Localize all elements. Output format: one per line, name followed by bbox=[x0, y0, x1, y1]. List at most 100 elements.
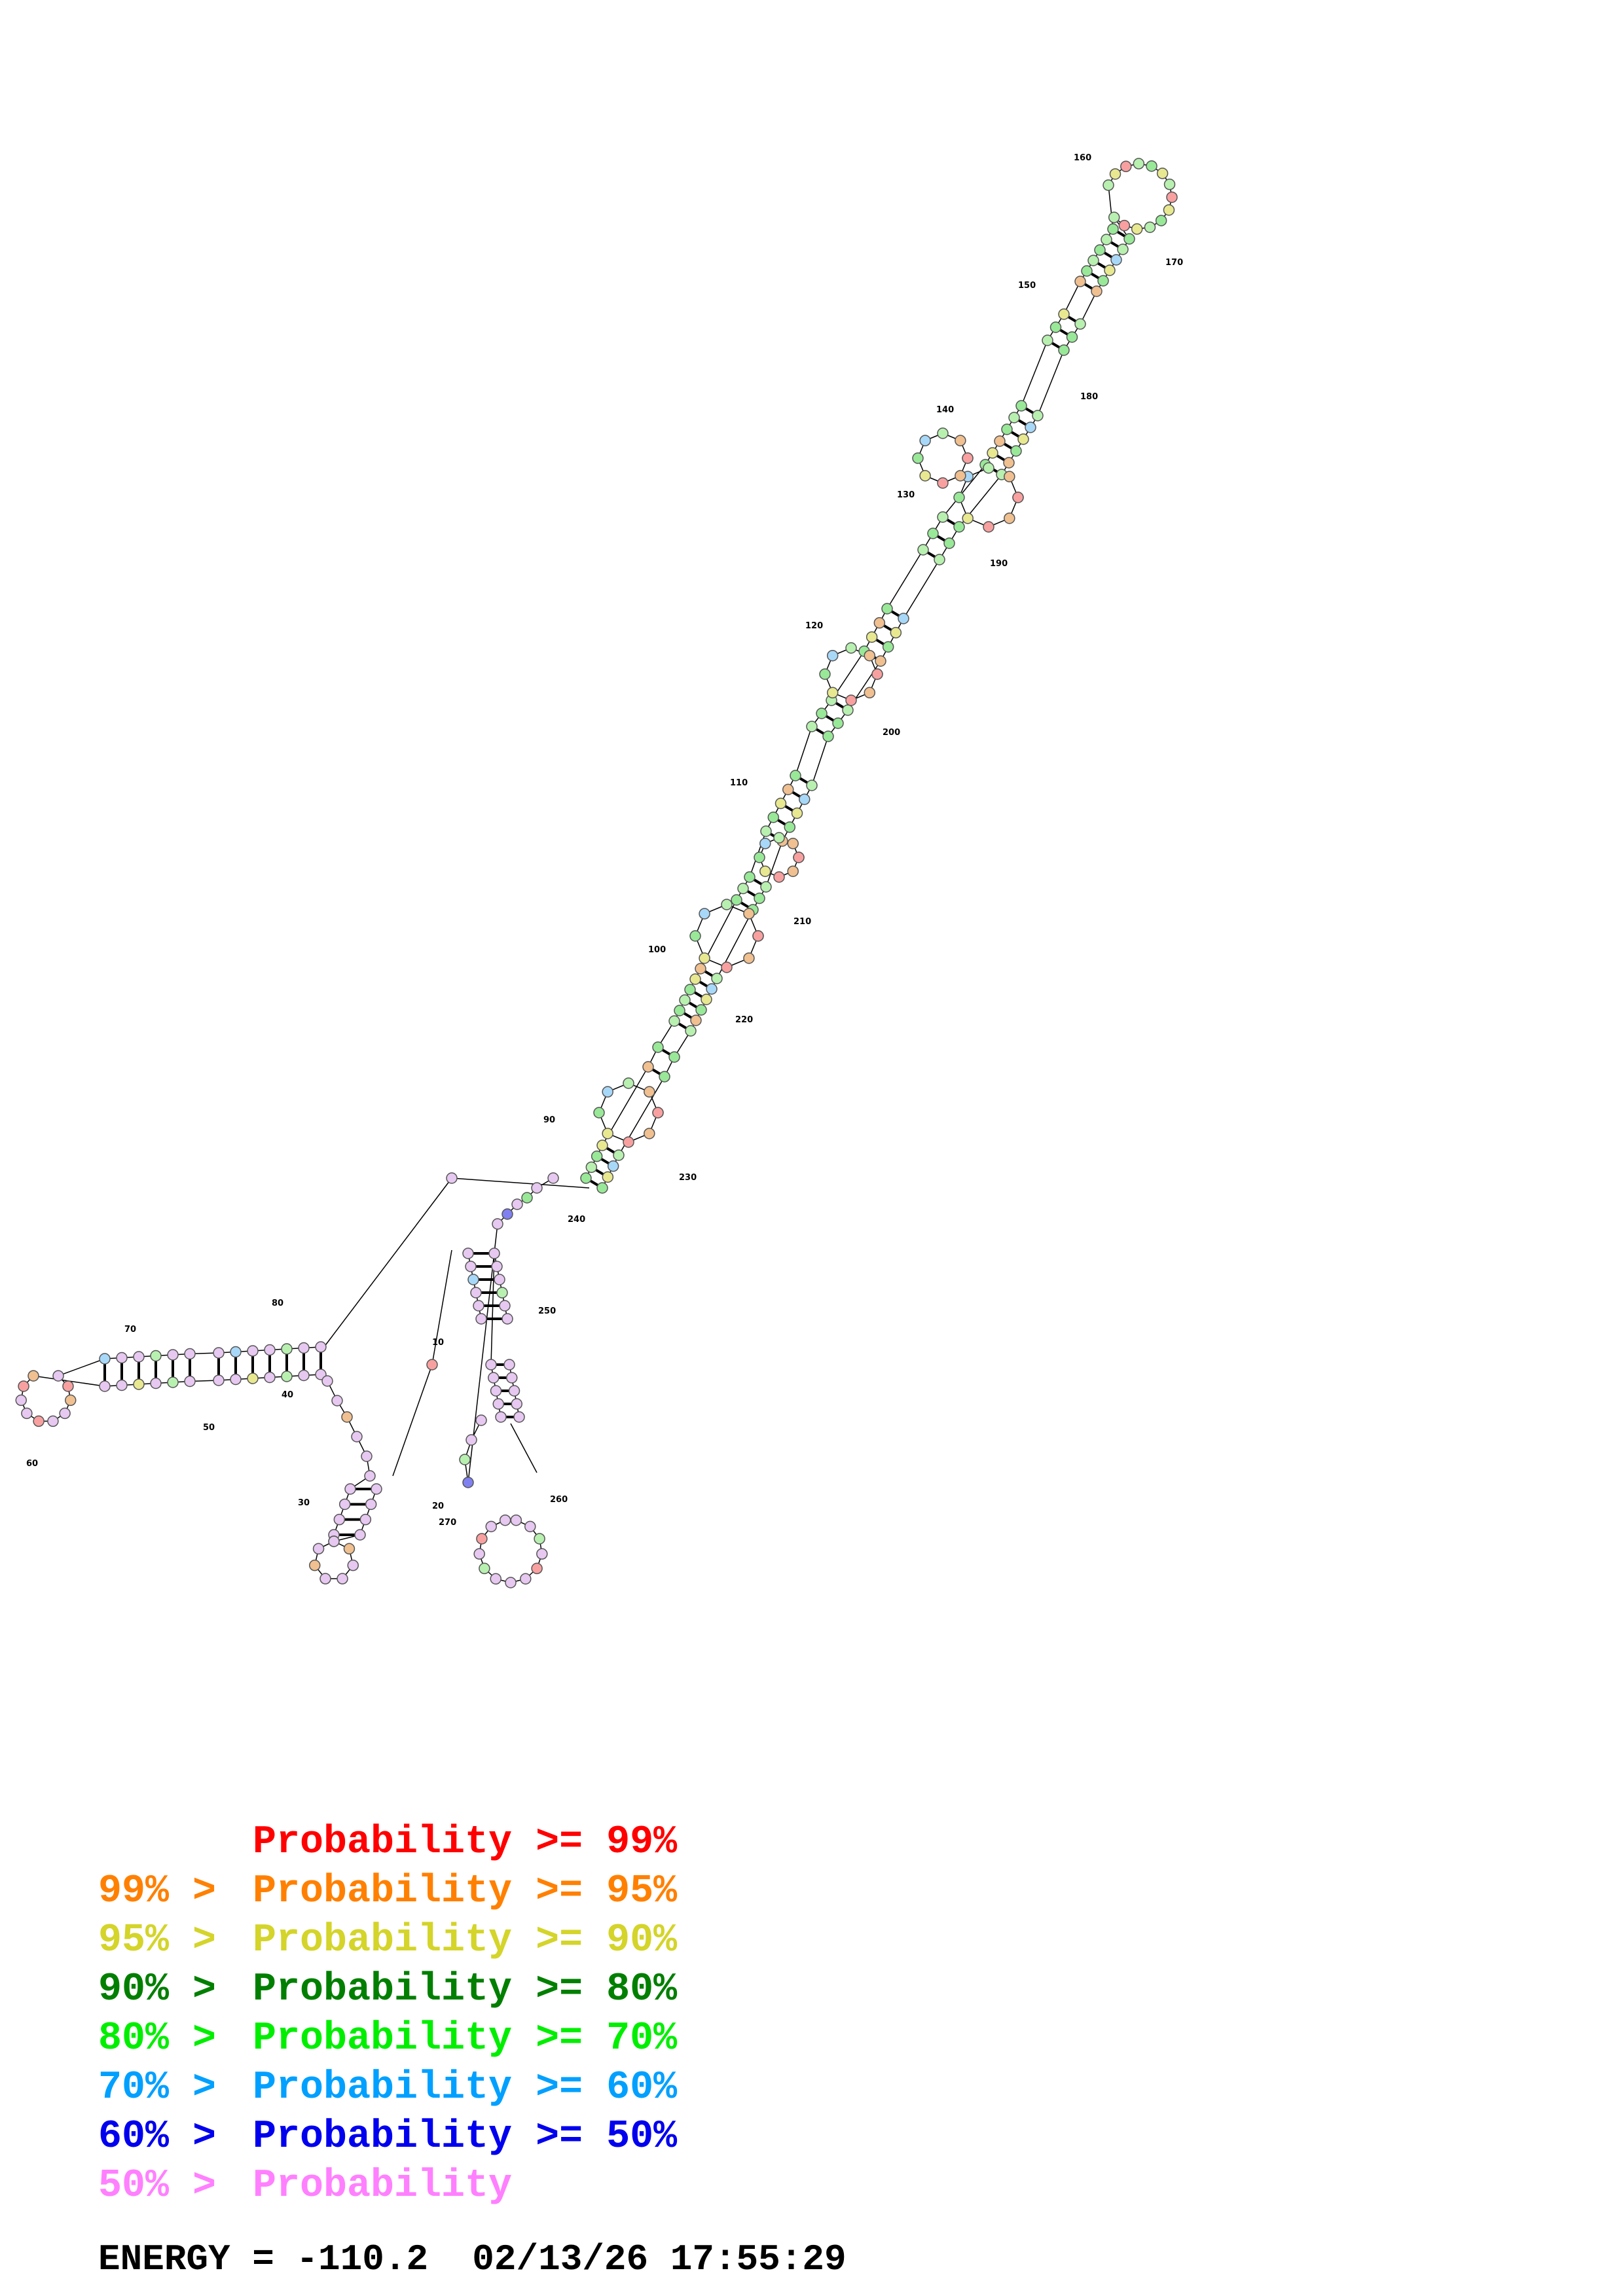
nucleotide bbox=[333, 1513, 346, 1526]
nucleotide bbox=[1017, 433, 1029, 445]
nucleotide bbox=[912, 452, 924, 464]
nucleotide bbox=[701, 994, 712, 1005]
nucleotide bbox=[446, 1172, 458, 1184]
nucleotide bbox=[706, 983, 718, 995]
position-labels: 10 20 30 40 50 60 70 80 90 100 110 120 130 140 150 160 1… bbox=[26, 153, 1183, 1528]
legend-row: 80% > Probability >= 70% bbox=[98, 2016, 818, 2062]
nucleotide bbox=[1032, 410, 1044, 422]
nucleotide bbox=[652, 1107, 664, 1119]
nucleotide bbox=[596, 1182, 608, 1194]
nucleotide bbox=[1049, 321, 1062, 333]
nucleotide bbox=[731, 894, 742, 906]
nucleotide bbox=[919, 435, 931, 446]
position-label: 90 bbox=[543, 1115, 555, 1125]
legend-row: 70% > Probability >= 60% bbox=[98, 2065, 818, 2111]
nucleotide bbox=[133, 1351, 145, 1363]
nucleotides bbox=[15, 158, 1178, 1588]
nucleotide bbox=[473, 1548, 485, 1560]
nucleotide bbox=[721, 961, 733, 973]
nucleotide bbox=[953, 521, 965, 533]
legend-row: Probability >= 99% bbox=[98, 1820, 818, 1865]
position-label: 10 bbox=[432, 1338, 444, 1348]
nucleotide bbox=[467, 1274, 479, 1285]
nucleotide bbox=[943, 537, 955, 549]
nucleotide bbox=[359, 1513, 372, 1526]
backbone-link bbox=[903, 559, 940, 619]
nucleotide bbox=[845, 642, 857, 654]
nucleotide bbox=[184, 1375, 196, 1388]
nucleotide bbox=[1109, 168, 1122, 180]
nucleotide bbox=[59, 1407, 71, 1420]
nucleotide bbox=[737, 882, 749, 895]
nucleotide bbox=[150, 1377, 162, 1390]
nucleotide bbox=[1120, 160, 1132, 173]
nucleotide bbox=[1133, 158, 1145, 170]
nucleotide bbox=[983, 462, 994, 474]
nucleotide bbox=[591, 1150, 603, 1162]
nucleotide bbox=[488, 1372, 500, 1384]
legend-text: Probability >= 70% bbox=[253, 2017, 678, 2061]
nucleotide bbox=[281, 1343, 293, 1355]
nucleotide bbox=[501, 1208, 513, 1220]
backbone-link bbox=[1037, 350, 1065, 416]
nucleotide bbox=[150, 1350, 162, 1362]
position-label: 160 bbox=[1074, 153, 1091, 163]
nucleotide bbox=[1025, 422, 1036, 433]
legend-row: 50% > Probability bbox=[98, 2163, 818, 2209]
nucleotide bbox=[462, 1247, 474, 1259]
nucleotide bbox=[784, 821, 795, 833]
nucleotide bbox=[1163, 204, 1175, 216]
nucleotide bbox=[328, 1535, 340, 1547]
nucleotide bbox=[490, 1573, 501, 1585]
backbone-link bbox=[811, 736, 829, 786]
nucleotide bbox=[47, 1415, 59, 1427]
nucleotide bbox=[315, 1341, 327, 1353]
nucleotide bbox=[1091, 285, 1103, 297]
nucleotide bbox=[230, 1373, 242, 1386]
position-label: 220 bbox=[735, 1015, 753, 1025]
backbone-link bbox=[510, 1423, 538, 1473]
position-label: 20 bbox=[432, 1501, 444, 1511]
nucleotide bbox=[465, 1261, 477, 1272]
nucleotide bbox=[644, 1086, 655, 1098]
nucleotide bbox=[1010, 445, 1022, 457]
nucleotide bbox=[492, 1398, 504, 1410]
nucleotide bbox=[842, 704, 854, 716]
nucleotide bbox=[898, 613, 909, 624]
backbone-link bbox=[392, 1364, 433, 1477]
nucleotide bbox=[167, 1349, 179, 1361]
backbone-link bbox=[795, 726, 812, 776]
nucleotide bbox=[699, 908, 710, 920]
nucleotide bbox=[1008, 412, 1020, 423]
nucleotide bbox=[361, 1450, 373, 1462]
nucleotide bbox=[309, 1559, 321, 1571]
nucleotide bbox=[298, 1369, 310, 1382]
nucleotide bbox=[787, 865, 799, 877]
nucleotide bbox=[668, 1015, 680, 1027]
nucleotide bbox=[18, 1380, 29, 1392]
nucleotide bbox=[791, 807, 803, 819]
nucleotide bbox=[475, 1414, 487, 1426]
nucleotide bbox=[1104, 264, 1116, 276]
nucleotide bbox=[767, 812, 779, 823]
nucleotide bbox=[890, 626, 902, 639]
backbone-link bbox=[1021, 340, 1048, 406]
nucleotide bbox=[501, 1313, 513, 1325]
nucleotide bbox=[475, 1313, 487, 1325]
nucleotide bbox=[312, 1543, 325, 1555]
nucleotide bbox=[775, 797, 787, 810]
nucleotide bbox=[531, 1562, 543, 1575]
backbone-link bbox=[58, 1358, 105, 1376]
nucleotide bbox=[1144, 221, 1156, 233]
nucleotide bbox=[167, 1376, 179, 1388]
legend-prefix: 50% > bbox=[98, 2164, 240, 2208]
nucleotide bbox=[116, 1352, 128, 1364]
nucleotide bbox=[987, 447, 998, 459]
backbone-link bbox=[323, 1177, 452, 1348]
nucleotide bbox=[364, 1470, 376, 1482]
nucleotide bbox=[790, 770, 801, 781]
nucleotide bbox=[652, 1041, 664, 1053]
nucleotide bbox=[882, 641, 894, 653]
nucleotide bbox=[64, 1394, 77, 1407]
backbone-link bbox=[886, 549, 924, 609]
